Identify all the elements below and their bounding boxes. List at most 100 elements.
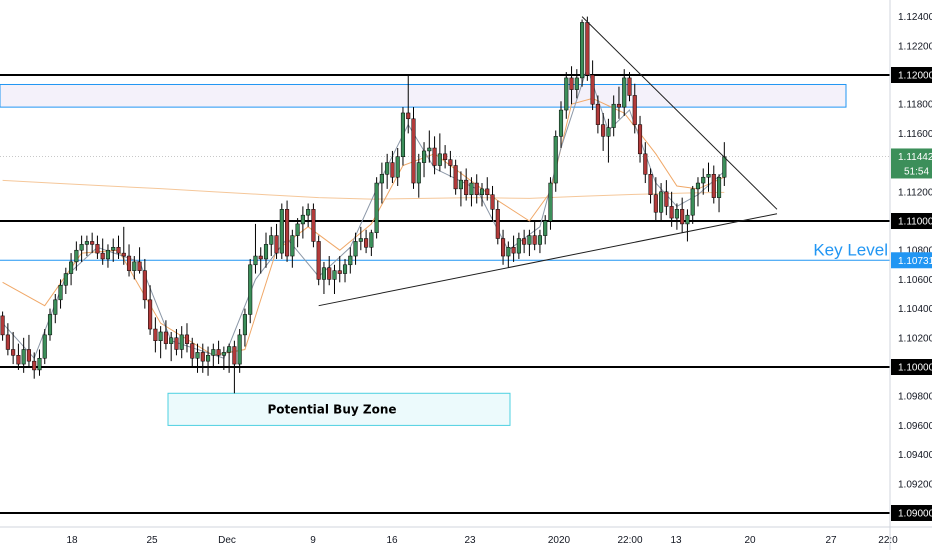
candle[interactable] [406, 75, 411, 134]
candle[interactable] [485, 177, 490, 201]
candle[interactable] [5, 323, 10, 356]
candle[interactable] [195, 343, 200, 373]
candle[interactable] [716, 174, 722, 213]
candle[interactable] [137, 247, 142, 274]
candle[interactable] [479, 183, 485, 207]
candle[interactable] [126, 244, 132, 277]
candle[interactable] [184, 323, 190, 353]
candle[interactable] [553, 130, 558, 192]
candle[interactable] [690, 185, 695, 224]
candle[interactable] [474, 174, 479, 204]
candle[interactable] [174, 329, 179, 356]
candle[interactable] [348, 247, 353, 274]
candle[interactable] [148, 285, 153, 335]
candle[interactable] [522, 229, 527, 254]
candle[interactable] [311, 203, 316, 248]
candle[interactable] [95, 235, 100, 259]
candle[interactable] [158, 326, 163, 359]
candle[interactable] [627, 72, 632, 102]
candle[interactable] [206, 346, 211, 376]
candle[interactable] [490, 185, 495, 221]
candle[interactable] [364, 229, 369, 254]
candle[interactable] [527, 229, 532, 257]
candle[interactable] [332, 264, 337, 294]
candle[interactable] [680, 197, 685, 233]
candle[interactable] [79, 235, 84, 262]
candle[interactable] [427, 130, 432, 163]
candle[interactable] [558, 101, 564, 148]
candle[interactable] [653, 177, 658, 221]
candle[interactable] [543, 215, 548, 245]
candle[interactable] [263, 232, 269, 268]
trendline[interactable] [581, 16, 778, 210]
candle[interactable] [227, 343, 232, 373]
candle[interactable] [169, 331, 174, 362]
candle[interactable] [537, 229, 542, 254]
candle[interactable] [200, 343, 205, 373]
candle[interactable] [469, 177, 474, 207]
candle[interactable] [11, 331, 16, 365]
candle[interactable] [443, 145, 448, 169]
candle[interactable] [495, 200, 500, 245]
candle[interactable] [506, 241, 511, 268]
candle[interactable] [711, 165, 716, 204]
candle[interactable] [26, 334, 31, 367]
candle[interactable] [501, 229, 506, 265]
candle[interactable] [232, 340, 237, 394]
candle[interactable] [179, 326, 184, 359]
candle[interactable] [42, 329, 47, 365]
candle[interactable] [590, 60, 595, 111]
candle[interactable] [32, 352, 37, 379]
candle[interactable] [58, 279, 63, 309]
candle[interactable] [458, 171, 463, 207]
candle[interactable] [453, 159, 458, 195]
candle[interactable] [648, 168, 653, 204]
candle[interactable] [63, 267, 68, 294]
candle[interactable] [421, 142, 427, 178]
candle[interactable] [369, 229, 374, 257]
candle[interactable] [84, 235, 89, 257]
candle[interactable] [701, 168, 706, 195]
candle[interactable] [300, 206, 305, 239]
candle[interactable] [622, 69, 627, 116]
candle[interactable] [606, 118, 611, 163]
candle[interactable] [142, 258, 147, 309]
candle[interactable] [669, 191, 674, 227]
candle[interactable] [574, 69, 579, 99]
candle[interactable] [548, 177, 553, 230]
candle[interactable] [585, 16, 590, 81]
candle[interactable] [595, 95, 600, 134]
candle[interactable] [53, 294, 58, 324]
candle[interactable] [390, 150, 395, 184]
candle[interactable] [90, 232, 95, 254]
candle[interactable] [121, 226, 126, 265]
candle[interactable] [569, 66, 574, 105]
candle[interactable] [511, 235, 516, 262]
candle[interactable] [285, 200, 290, 262]
candle[interactable] [374, 177, 379, 239]
price-axis[interactable]: 1.12400 1.12200 1.12000 1.11800 1.11600 1.114… [889, 0, 932, 550]
candle[interactable] [379, 162, 384, 204]
trendline[interactable] [318, 213, 778, 307]
candle[interactable] [385, 153, 390, 189]
candle[interactable] [611, 95, 616, 137]
candle[interactable] [74, 241, 79, 271]
candle[interactable] [279, 203, 284, 259]
candle[interactable] [532, 221, 537, 251]
candle[interactable] [21, 337, 26, 373]
candle[interactable] [516, 232, 521, 259]
candle[interactable] [411, 107, 416, 189]
candle[interactable] [163, 320, 168, 350]
candle[interactable] [16, 343, 21, 370]
candle[interactable] [258, 247, 263, 274]
candle[interactable] [295, 218, 300, 248]
candle[interactable] [580, 19, 585, 87]
candle[interactable] [47, 308, 53, 341]
candle[interactable] [643, 142, 648, 184]
candle[interactable] [242, 308, 247, 347]
candle[interactable] [153, 317, 158, 353]
candle[interactable] [190, 337, 195, 367]
candle[interactable] [306, 203, 311, 227]
candle[interactable] [290, 229, 295, 268]
